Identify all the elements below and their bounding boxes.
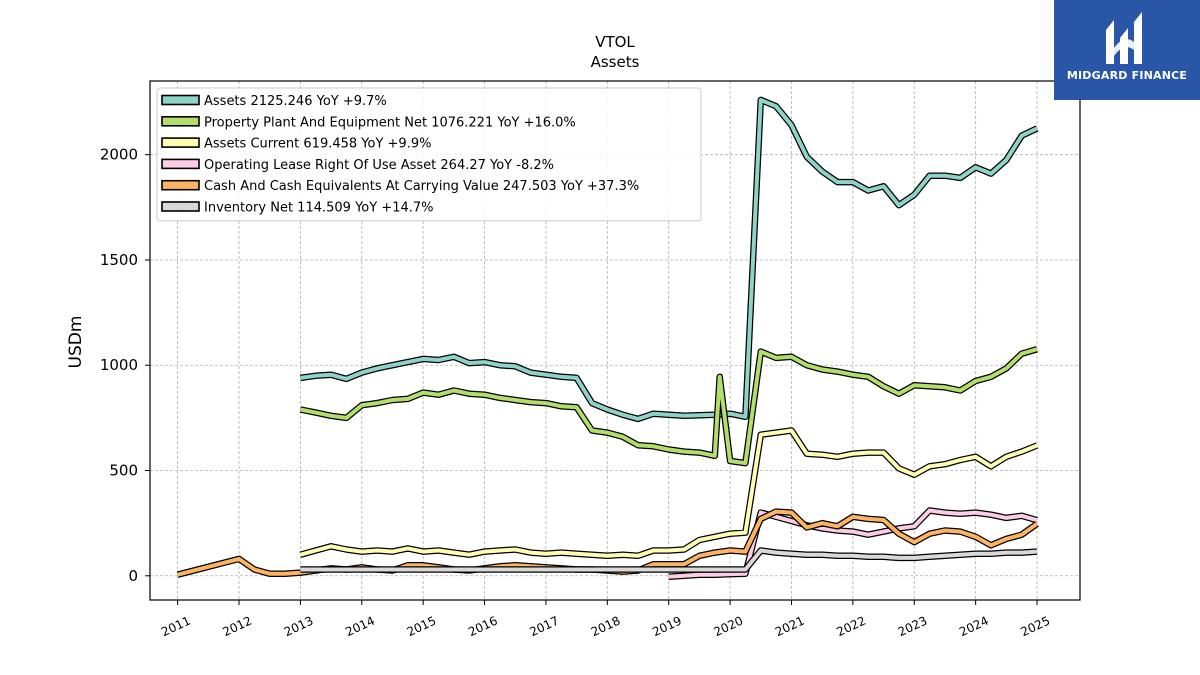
legend: Assets 2125.246 YoY +9.7% Property Plant … bbox=[156, 87, 702, 222]
x-tick-label: 2021 bbox=[773, 614, 807, 640]
series-stroke bbox=[300, 347, 1038, 466]
x-tick-label: 2013 bbox=[282, 614, 316, 640]
legend-swatch bbox=[161, 116, 200, 127]
y-axis-label: USDm bbox=[66, 316, 86, 369]
x-tick-label: 2017 bbox=[527, 614, 561, 640]
series-line bbox=[668, 507, 1038, 581]
series-line bbox=[300, 547, 1038, 573]
legend-label: Assets 2125.246 YoY +9.7% bbox=[204, 94, 387, 109]
legend-box bbox=[156, 87, 702, 222]
x-tick-label: 2012 bbox=[221, 614, 255, 640]
y-tick-label: 0 bbox=[128, 567, 138, 585]
series-line bbox=[299, 96, 1039, 423]
brand-name: MIDGARD FINANCE bbox=[1066, 69, 1188, 82]
brand-logo: MIDGARD FINANCE bbox=[1054, 0, 1200, 100]
y-axis: 0 500 1000 1500 2000 bbox=[100, 146, 150, 585]
y-tick-label: 500 bbox=[109, 462, 138, 480]
x-tick-label: 2011 bbox=[159, 614, 193, 640]
series-layer bbox=[176, 96, 1039, 581]
x-tick-label: 2015 bbox=[405, 614, 439, 640]
legend-label: Inventory Net 114.509 YoY +14.7% bbox=[204, 201, 434, 216]
series-stroke bbox=[300, 97, 1038, 421]
x-tick-label: 2024 bbox=[957, 614, 991, 640]
legend-swatch bbox=[161, 179, 200, 191]
legend-label: Cash And Cash Equivalents At Carrying Va… bbox=[204, 179, 639, 194]
x-tick-label: 2018 bbox=[589, 614, 623, 640]
legend-swatch bbox=[161, 158, 200, 170]
chart-title: VTOL bbox=[595, 33, 635, 51]
x-tick-label: 2020 bbox=[712, 614, 746, 640]
x-tick-label: 2025 bbox=[1019, 614, 1053, 640]
x-tick-label: 2022 bbox=[834, 614, 868, 640]
legend-label: Operating Lease Right Of Use Asset 264.2… bbox=[204, 158, 554, 173]
x-tick-label: 2014 bbox=[343, 614, 377, 640]
y-tick-label: 2000 bbox=[100, 146, 138, 164]
plot-frame bbox=[149, 80, 1081, 601]
brand-mark-icon bbox=[1106, 12, 1142, 64]
legend-swatch bbox=[161, 94, 200, 106]
y-tick-label: 1000 bbox=[100, 356, 138, 374]
legend-label: Property Plant And Equipment Net 1076.22… bbox=[204, 115, 576, 130]
x-tick-label: 2023 bbox=[896, 614, 930, 640]
series-line bbox=[299, 346, 1038, 467]
legend-swatch bbox=[161, 137, 200, 148]
series-line bbox=[299, 427, 1039, 560]
series-stroke bbox=[300, 548, 1038, 572]
y-tick-label: 1500 bbox=[100, 251, 138, 269]
legend-label: Assets Current 619.458 YoY +9.9% bbox=[204, 137, 431, 152]
x-tick-label: 2019 bbox=[650, 614, 684, 640]
x-axis: 2011 2012 2013 2014 2015 2016 2017 2018 2019 2020… bbox=[159, 600, 1052, 639]
series-stroke bbox=[668, 508, 1038, 579]
series-stroke bbox=[299, 428, 1038, 558]
chart-subtitle: Assets bbox=[591, 53, 640, 71]
legend-swatch bbox=[161, 201, 200, 212]
x-tick-label: 2016 bbox=[466, 614, 500, 640]
